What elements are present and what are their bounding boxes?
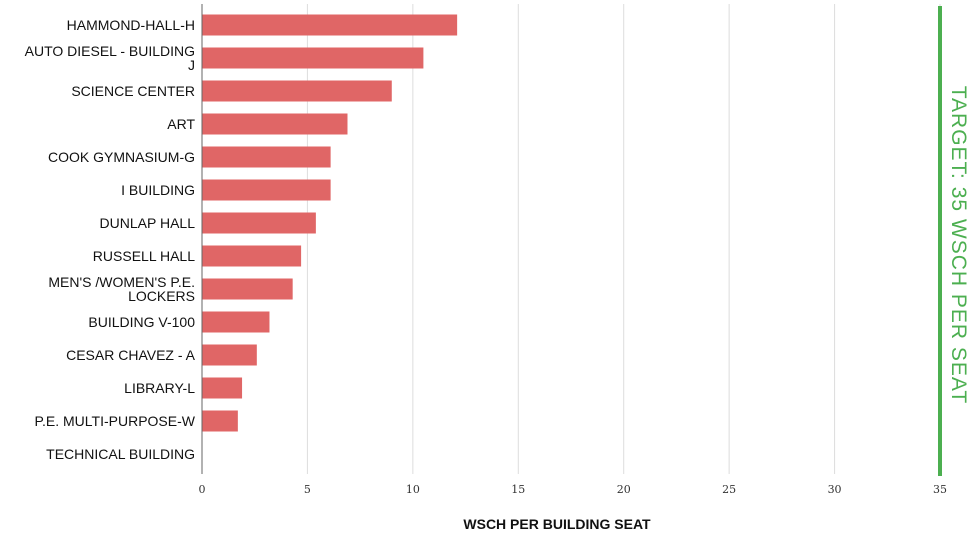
bar — [202, 146, 331, 168]
bar — [202, 179, 331, 201]
x-tick-label: 20 — [617, 483, 631, 496]
bar — [202, 245, 302, 267]
target-line — [938, 6, 942, 476]
category-label: HAMMOND-HALL-H — [67, 17, 195, 33]
x-tick-label: 5 — [304, 483, 311, 496]
bar — [202, 311, 270, 333]
x-tick-label: 25 — [722, 483, 736, 496]
category-label: SCIENCE CENTER — [71, 83, 195, 99]
category-label: LIBRARY-L — [124, 380, 195, 396]
bar — [202, 113, 348, 135]
x-tick-label: 35 — [933, 483, 947, 496]
bar — [202, 278, 293, 300]
x-axis-ticks: 0 5 10 15 20 25 30 35 — [199, 483, 948, 496]
bars — [202, 14, 458, 432]
bar — [202, 14, 458, 36]
x-tick-label: 30 — [828, 483, 842, 496]
category-label: P.E. MULTI-PURPOSE-W — [34, 413, 195, 429]
bar — [202, 377, 243, 399]
x-axis-label: WSCH PER BUILDING SEAT — [463, 516, 651, 532]
bar — [202, 47, 424, 69]
category-label: MEN'S /WOMEN'S P.E. LOCKERS — [48, 274, 195, 304]
x-tick-label: 0 — [199, 483, 206, 496]
category-label: RUSSELL HALL — [93, 248, 195, 264]
bar — [202, 410, 238, 432]
grid — [306, 4, 941, 474]
category-labels: HAMMOND-HALL-H AUTO DIESEL - BUILDING J SCI… — [25, 17, 196, 462]
category-label: DUNLAP HALL — [100, 215, 196, 231]
category-label: BUILDING V-100 — [88, 314, 195, 330]
bar — [202, 80, 392, 102]
category-label: TECHNICAL BUILDING — [46, 446, 195, 462]
bar — [202, 212, 316, 234]
category-label: CESAR CHAVEZ - A — [66, 347, 196, 363]
category-label: ART — [167, 116, 195, 132]
x-tick-label: 15 — [511, 483, 525, 496]
category-label: I BUILDING — [121, 182, 195, 198]
category-label: COOK GYMNASIUM-G — [48, 149, 195, 165]
category-label: AUTO DIESEL - BUILDING J — [25, 43, 195, 73]
target-label: TARGET: 35 WSCH PER SEAT — [947, 86, 970, 404]
bar — [202, 344, 257, 366]
x-tick-label: 10 — [406, 483, 420, 496]
